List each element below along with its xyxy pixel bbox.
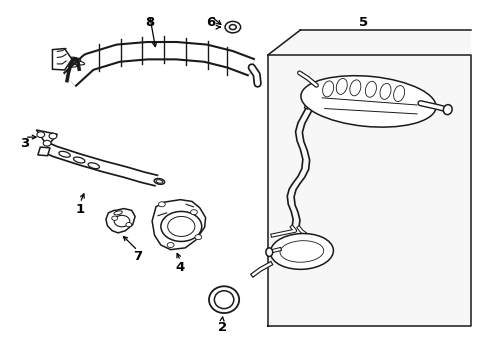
Circle shape (158, 202, 165, 207)
Text: 6: 6 (205, 15, 215, 28)
Circle shape (195, 235, 201, 240)
Text: 2: 2 (217, 321, 226, 334)
Text: 1: 1 (76, 203, 84, 216)
Text: 7: 7 (133, 250, 142, 263)
Circle shape (37, 132, 44, 138)
Ellipse shape (214, 291, 233, 309)
Ellipse shape (114, 211, 122, 215)
Ellipse shape (265, 248, 272, 256)
Circle shape (49, 133, 57, 139)
Polygon shape (36, 130, 57, 146)
Text: 4: 4 (175, 261, 184, 274)
Circle shape (229, 24, 236, 30)
Ellipse shape (154, 179, 164, 184)
Circle shape (112, 216, 117, 220)
Circle shape (114, 215, 129, 227)
Polygon shape (38, 147, 50, 156)
Text: 8: 8 (145, 15, 154, 28)
Circle shape (161, 211, 201, 242)
Circle shape (43, 140, 51, 146)
Circle shape (167, 243, 174, 248)
Polygon shape (106, 208, 135, 233)
Polygon shape (267, 30, 469, 327)
Polygon shape (52, 49, 72, 70)
Ellipse shape (443, 105, 451, 114)
Ellipse shape (300, 76, 435, 127)
Circle shape (224, 21, 240, 33)
Circle shape (190, 210, 197, 215)
Ellipse shape (208, 286, 239, 313)
Circle shape (125, 222, 131, 227)
Text: 3: 3 (20, 137, 29, 150)
Text: 5: 5 (358, 15, 367, 28)
Polygon shape (152, 200, 205, 249)
Ellipse shape (270, 234, 333, 269)
